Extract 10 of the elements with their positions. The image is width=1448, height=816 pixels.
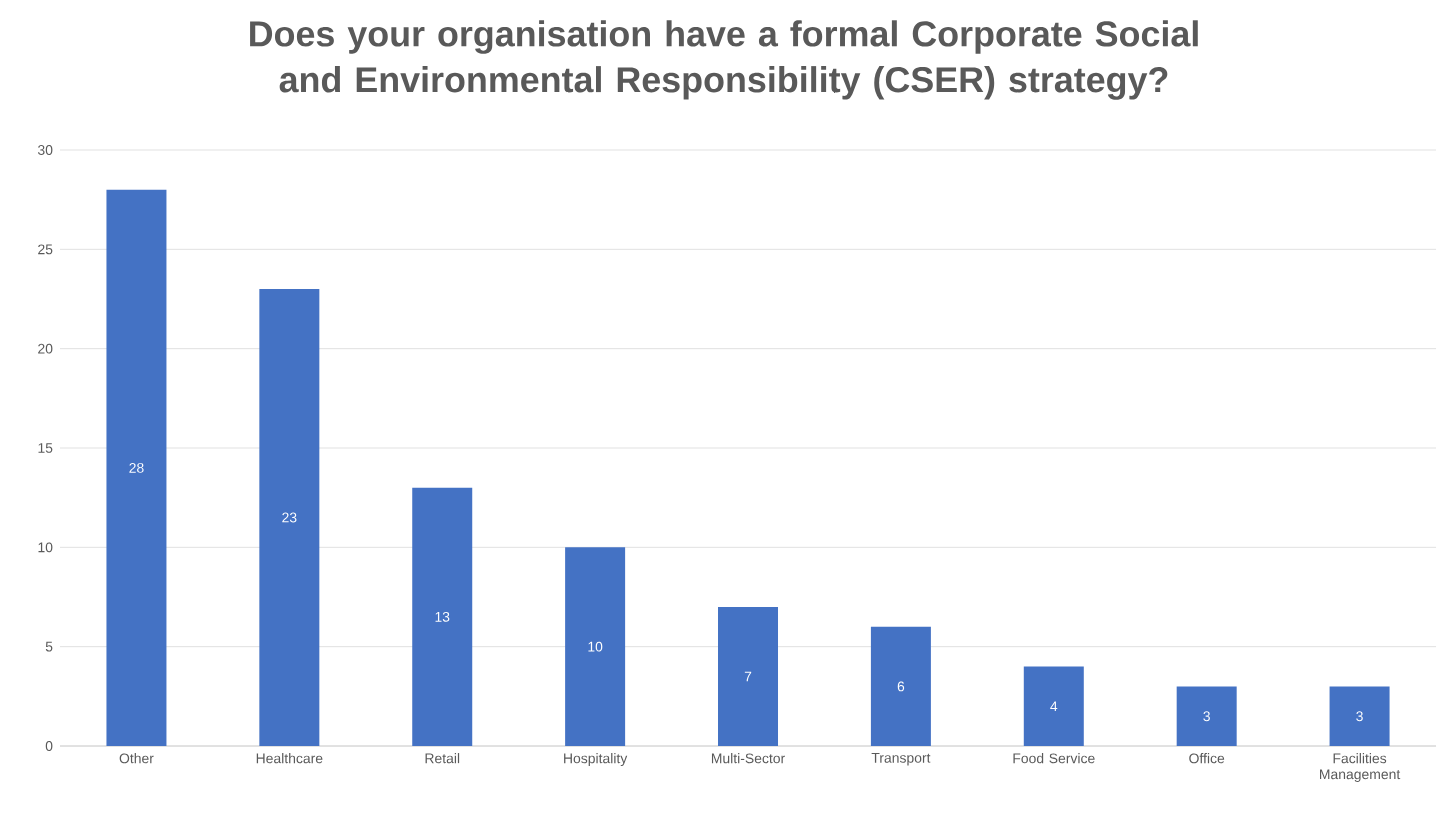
chart-title: Does your organisation have a formal Corporate Social and Environmental Responsibility (CSER) strategy? [250, 20, 1198, 100]
bar [412, 487, 473, 746]
bar [259, 289, 320, 746]
bar [718, 606, 779, 746]
bar [1176, 686, 1237, 746]
bar [1023, 666, 1084, 746]
bar [870, 626, 931, 746]
bar [1329, 686, 1390, 746]
bar [565, 547, 626, 746]
bar [106, 189, 167, 746]
